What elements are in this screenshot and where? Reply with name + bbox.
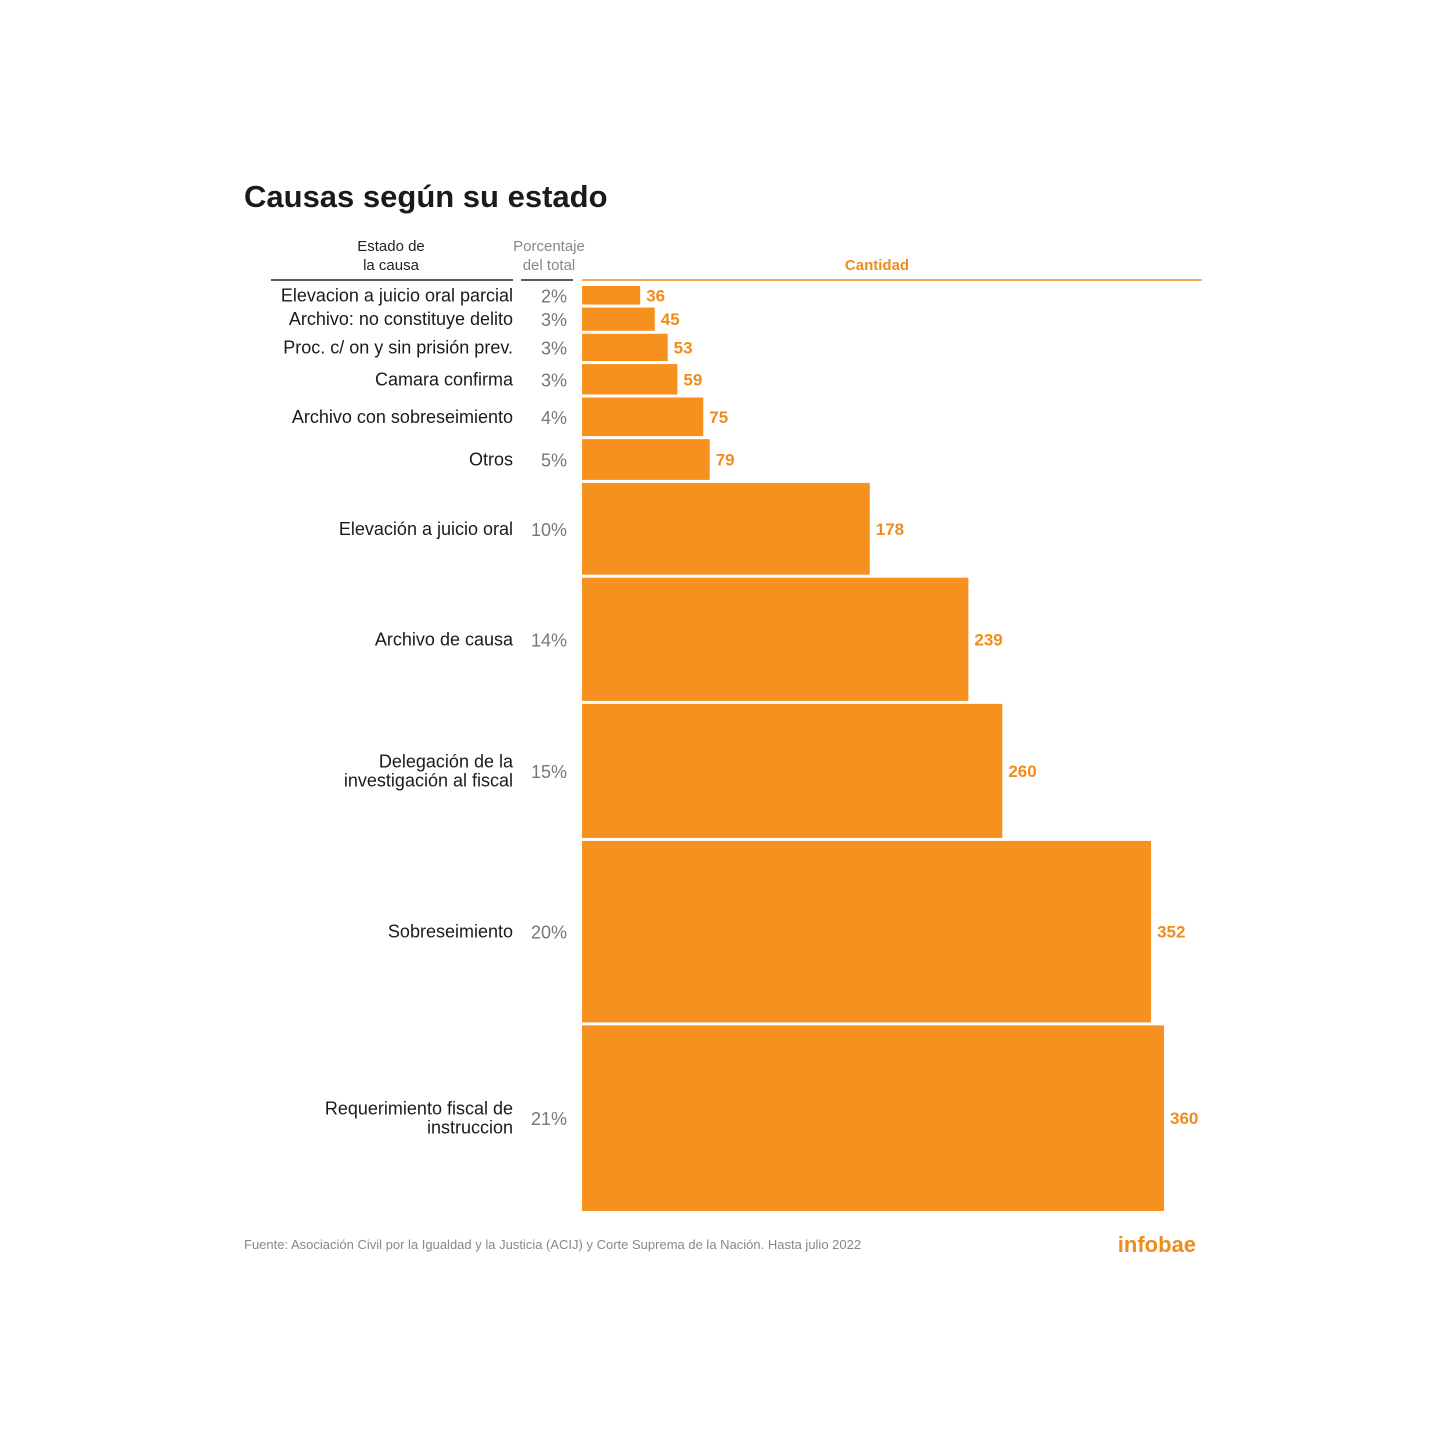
percentage-label: 5% [541, 451, 567, 471]
category-label: Otros [469, 450, 513, 470]
percentage-label: 2% [541, 286, 567, 306]
category-label: Camara confirma [375, 369, 514, 389]
bar-value-label: 79 [716, 451, 735, 470]
bar [582, 307, 655, 331]
bar [582, 364, 678, 395]
percentage-header-line-2: del total [523, 257, 576, 274]
category-label: Sobreseimiento [388, 922, 513, 942]
source-note: Fuente: Asociación Civil por la Igualdad… [244, 1237, 861, 1252]
bar [582, 1025, 1164, 1211]
bar-value-label: 36 [646, 286, 665, 305]
chart-title: Causas según su estado [244, 179, 608, 214]
category-label: investigación al fiscal [344, 770, 513, 790]
category-label: Elevación a juicio oral [339, 519, 513, 539]
bar [582, 286, 641, 305]
percentage-label: 3% [541, 370, 567, 390]
percentage-label: 20% [531, 923, 567, 943]
percentage-header-line-1: Porcentaje [513, 238, 585, 255]
bar [582, 439, 710, 480]
bar-rows: 36 2% Elevacion a juicio oral parcial 45 3% A… [281, 285, 1198, 1211]
category-label: Archivo de causa [375, 629, 514, 649]
percentage-label: 3% [541, 338, 567, 358]
bar-value-label: 360 [1170, 1109, 1198, 1128]
bar-value-label: 45 [661, 310, 680, 329]
category-label: instruccion [427, 1118, 513, 1138]
percentage-label: 4% [541, 408, 567, 428]
bar [582, 703, 1003, 838]
category-label: Archivo: no constituye delito [289, 309, 513, 329]
bar-value-label: 178 [876, 520, 904, 539]
percentage-label: 14% [531, 630, 567, 650]
percentage-label: 21% [531, 1109, 567, 1129]
bar-value-label: 260 [1008, 762, 1036, 781]
category-label: Archivo con sobreseimiento [292, 407, 513, 427]
value-header: Cantidad [845, 257, 909, 274]
bar [582, 840, 1152, 1023]
bar-value-label: 75 [709, 408, 728, 427]
bar [582, 333, 668, 362]
category-header-line-1: Estado de [357, 238, 425, 255]
bar-value-label: 352 [1157, 923, 1185, 942]
bar-value-label: 53 [674, 338, 693, 357]
percentage-label: 10% [531, 520, 567, 540]
category-header-line-2: la causa [363, 257, 420, 274]
bar [582, 482, 870, 575]
bar-value-label: 239 [974, 630, 1002, 649]
category-label: Requerimiento fiscal de [325, 1099, 513, 1119]
infobae-logo: infobae [1118, 1232, 1196, 1257]
bar [582, 397, 704, 437]
percentage-label: 15% [531, 762, 567, 782]
percentage-label: 3% [541, 310, 567, 330]
category-label: Proc. c/ on y sin prisión prev. [283, 337, 513, 357]
category-label: Elevacion a juicio oral parcial [281, 285, 513, 305]
category-label: Delegación de la [379, 751, 514, 771]
bar-value-label: 59 [683, 370, 702, 389]
bar [582, 577, 969, 701]
